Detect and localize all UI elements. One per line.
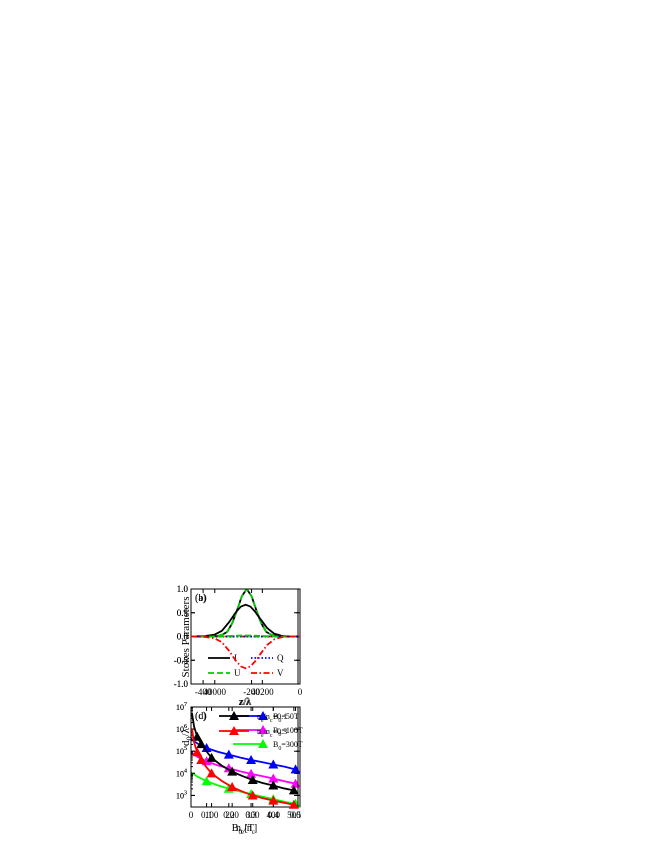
panel-d: 0 100 200 300 400 500 103 104 105 106 107 (d) B0 [T]… bbox=[176, 702, 301, 836]
legend-marker bbox=[258, 739, 268, 748]
triangle-marker bbox=[246, 755, 257, 765]
series-line bbox=[191, 728, 295, 806]
panel-label: (d) bbox=[195, 711, 207, 722]
x-tick-label: 40200 bbox=[251, 687, 274, 697]
legend-label: Q bbox=[277, 653, 284, 663]
x-tick-label: 40000 bbox=[204, 687, 227, 697]
x-tick-label: 0 bbox=[298, 687, 303, 697]
y-tick-label: 104 bbox=[176, 768, 187, 778]
x-axis-label: B0 [T] bbox=[232, 823, 257, 836]
triangle-marker bbox=[196, 755, 207, 765]
y-tick-label: 0.0 bbox=[177, 632, 189, 642]
x-tick-label: 0.1 bbox=[201, 810, 212, 820]
legend-label: B0=300T bbox=[273, 740, 303, 752]
y-tick-label: 105 bbox=[176, 746, 187, 756]
series-line bbox=[191, 589, 300, 638]
triangle-marker bbox=[247, 790, 258, 800]
x-tick-label: 500 bbox=[287, 810, 301, 820]
panel-a: -400 -200 0 -1.0 -0.5 0.0 0.5 1.0 (a) z/λ I Q U V bbox=[174, 584, 303, 708]
y-tick-label: 1.0 bbox=[177, 584, 189, 594]
triangle-marker bbox=[206, 752, 217, 762]
series-line bbox=[191, 634, 298, 638]
y-tick-label: 0.5 bbox=[177, 608, 189, 618]
x-axis-label: z/λ bbox=[238, 697, 250, 708]
y-tick-label: -0.5 bbox=[174, 655, 189, 665]
y-tick-label: 106 bbox=[176, 724, 187, 734]
triangle-marker bbox=[206, 768, 217, 778]
y-tick-label: 103 bbox=[176, 790, 187, 800]
series-line bbox=[191, 635, 298, 670]
legend-marker bbox=[229, 711, 239, 720]
x-tick-label: 0 bbox=[189, 810, 194, 820]
legend-label: B0=100T bbox=[273, 726, 303, 738]
x-tick-label: 0.3 bbox=[245, 810, 257, 820]
y-tick-label: 103 bbox=[176, 790, 187, 800]
panel-label: (a) bbox=[195, 593, 206, 604]
y-tick-label: 107 bbox=[176, 702, 187, 712]
y-tick-label: -0.5 bbox=[174, 655, 189, 665]
x-tick-label: 100 bbox=[205, 810, 219, 820]
legend-label: V bbox=[277, 668, 284, 678]
triangle-marker bbox=[268, 773, 279, 783]
x-tick-label: 0.4 bbox=[268, 810, 280, 820]
series-line bbox=[191, 589, 300, 638]
panel-label: (c) bbox=[195, 711, 206, 722]
triangle-marker bbox=[246, 768, 257, 778]
triangle-marker bbox=[223, 749, 234, 759]
x-tick-label: 400 bbox=[267, 810, 281, 820]
x-tick-label: -400 bbox=[195, 687, 212, 697]
panel-label: (b) bbox=[195, 593, 207, 604]
triangle-marker bbox=[247, 774, 258, 784]
legend-marker bbox=[258, 711, 268, 720]
triangle-marker bbox=[192, 747, 203, 757]
y-tick-label: 107 bbox=[176, 702, 187, 712]
plot-frame bbox=[190, 706, 299, 808]
triangle-marker bbox=[268, 780, 279, 790]
y-tick-label: 105 bbox=[176, 746, 187, 756]
legend-marker bbox=[229, 726, 239, 735]
legend-label: U bbox=[234, 668, 241, 678]
triangle-marker bbox=[196, 739, 207, 749]
y-tick-label: 1.0 bbox=[177, 584, 189, 594]
y-tick-label: -1.0 bbox=[174, 679, 189, 689]
x-tick-label: 0.2 bbox=[223, 810, 234, 820]
triangle-marker bbox=[288, 785, 299, 795]
legend-label: I bbox=[234, 653, 237, 663]
panel-b: 40000 40200 -1.0 -0.5 0.0 0.5 1.0 (b) z/λ bbox=[174, 584, 299, 708]
x-axis-label: ne/nc bbox=[236, 823, 255, 836]
y-tick-label: 106 bbox=[176, 724, 187, 734]
ylabel-stokes: Stokes Parameters bbox=[180, 597, 192, 678]
legend-label: ne/nc=0.3 bbox=[257, 727, 287, 739]
y-tick-label: 0.5 bbox=[177, 608, 189, 618]
y-tick-label: 0.0 bbox=[177, 632, 189, 642]
y-tick-label: -1.0 bbox=[174, 679, 189, 689]
triangle-marker bbox=[227, 766, 238, 776]
panel-c: 0.1 0.2 0.3 0.4 0.5103104105106107(c)ne/ncB0… bbox=[176, 702, 303, 836]
legend-label: ne/nc=0.1 bbox=[257, 712, 287, 724]
x-tick-label: 0.5 bbox=[290, 810, 302, 820]
x-tick-label: 300 bbox=[246, 810, 260, 820]
triangle-marker bbox=[201, 776, 212, 786]
series-line bbox=[191, 771, 296, 805]
series-line bbox=[191, 603, 298, 638]
legend-label: B0=50T bbox=[273, 712, 299, 724]
y-tick-label: 104 bbox=[176, 768, 187, 778]
x-axis-label: z/λ bbox=[239, 697, 251, 708]
x-tick-label: -200 bbox=[243, 687, 260, 697]
triangle-marker bbox=[288, 799, 299, 809]
ylabel-d0: d0/λ bbox=[180, 727, 194, 746]
triangle-marker bbox=[268, 759, 279, 769]
triangle-marker bbox=[192, 731, 203, 741]
triangle-marker bbox=[201, 742, 212, 752]
legend-marker bbox=[258, 725, 268, 734]
triangle-marker bbox=[227, 782, 238, 792]
triangle-marker bbox=[268, 795, 279, 805]
x-tick-label: 200 bbox=[225, 810, 239, 820]
